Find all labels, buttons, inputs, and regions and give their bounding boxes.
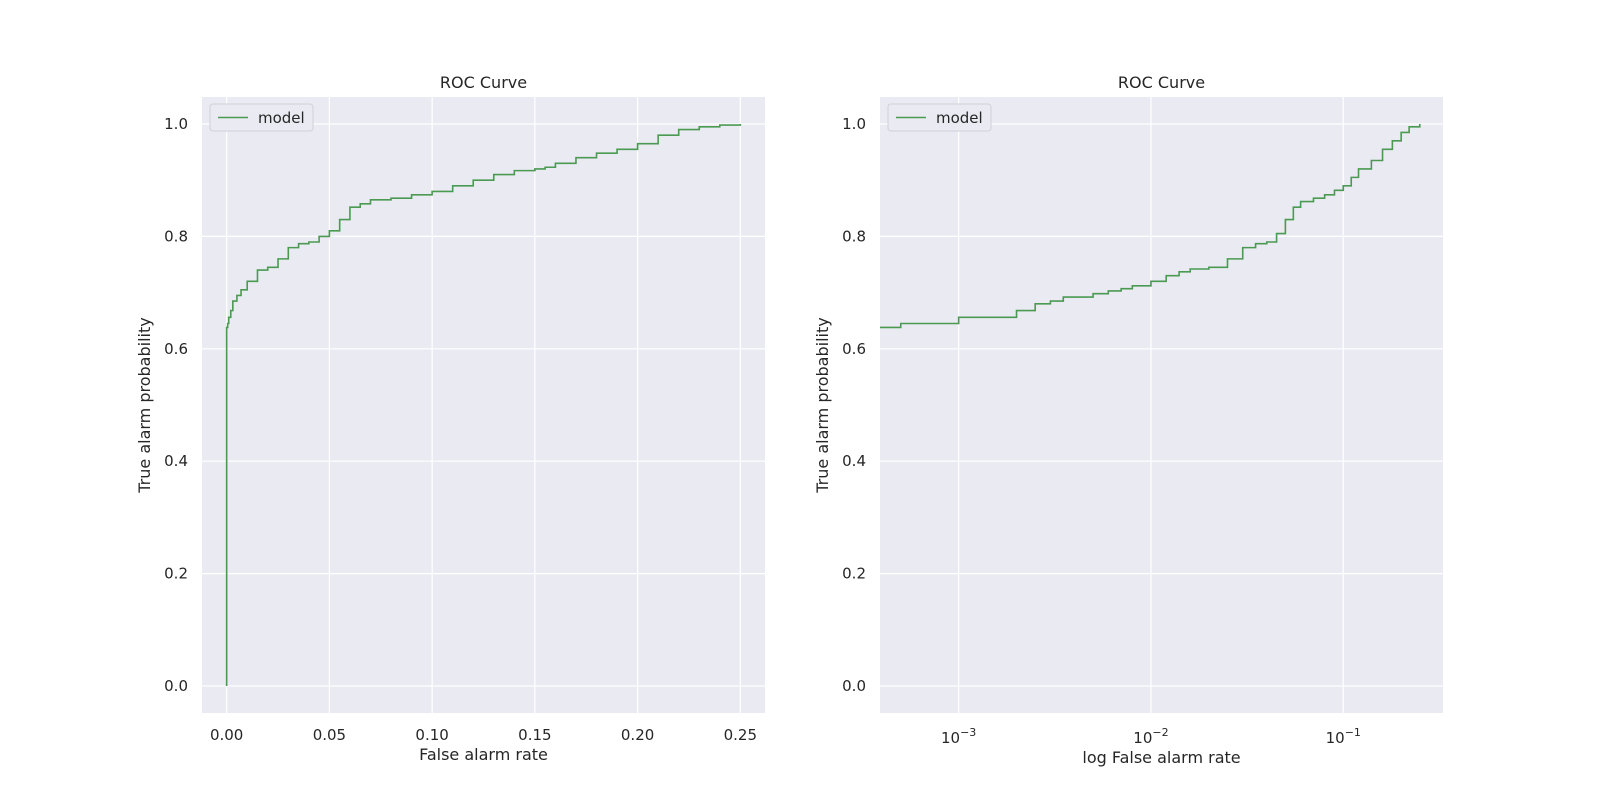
x-tick-label: 0.10	[415, 726, 448, 744]
y-tick-label: 1.0	[164, 115, 188, 133]
x-axis-label: False alarm rate	[419, 745, 548, 764]
x-tick-label: 10−3	[941, 726, 976, 747]
y-axis-label: True alarm probability	[135, 317, 154, 493]
legend: model	[887, 103, 992, 132]
y-tick-label: 0.8	[164, 227, 188, 245]
plot-area	[880, 97, 1443, 713]
y-tick-label: 0.4	[842, 452, 866, 470]
subplot-2: 10−3 10−2 10−1 0.0 0.2 0.4 0.6 0.8 1.0 model ROC C…	[813, 73, 1443, 767]
chart-title: ROC Curve	[1118, 73, 1205, 92]
y-tick-label: 0.6	[164, 340, 188, 358]
x-tick-label: 10−1	[1326, 726, 1361, 747]
y-tick-label: 0.0	[842, 677, 866, 695]
plot-area	[202, 97, 765, 713]
y-tick-label: 1.0	[842, 115, 866, 133]
x-tick-label: 0.15	[518, 726, 551, 744]
legend-label: model	[258, 109, 305, 127]
x-axis-label: log False alarm rate	[1082, 748, 1240, 767]
legend-label: model	[936, 109, 983, 127]
x-tick-label: 0.20	[621, 726, 654, 744]
y-tick-label: 0.2	[842, 565, 866, 583]
x-tick-label: 0.05	[313, 726, 346, 744]
chart-title: ROC Curve	[440, 73, 527, 92]
legend-box	[209, 103, 314, 132]
y-tick-label: 0.8	[842, 227, 866, 245]
series-line-model	[225, 123, 742, 687]
series-line-model	[880, 123, 1421, 329]
y-axis-label: True alarm probability	[813, 317, 832, 493]
subplot-1: 0.00 0.05 0.10 0.15 0.20 0.25 0.0 0.2 0.4 0.6 0.8 1…	[135, 73, 765, 764]
y-tick-label: 0.4	[164, 452, 188, 470]
y-tick-label: 0.2	[164, 565, 188, 583]
legend-box	[887, 103, 992, 132]
y-tick-label: 0.0	[164, 677, 188, 695]
y-tick-label: 0.6	[842, 340, 866, 358]
x-tick-label: 0.00	[210, 726, 243, 744]
x-tick-label: 0.25	[724, 726, 757, 744]
legend: model	[209, 103, 314, 132]
x-tick-label: 10−2	[1133, 726, 1168, 747]
